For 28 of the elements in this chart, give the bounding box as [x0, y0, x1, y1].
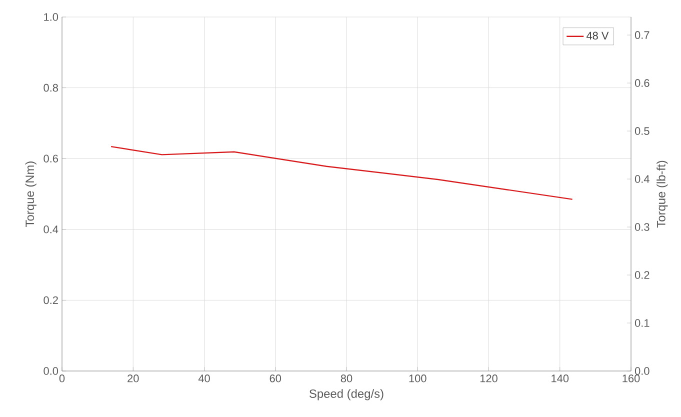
- y2-tick-label: 0.6: [634, 79, 650, 87]
- legend-label: 48 V: [586, 32, 609, 40]
- y2-tick-label: 0.5: [634, 127, 650, 135]
- y2-tick-label: 0.1: [634, 319, 650, 327]
- y-tick-label: 0.8: [44, 84, 58, 92]
- x-tick-label: 80: [340, 374, 352, 382]
- x-tick-label: 40: [198, 374, 210, 382]
- line-series: [110, 146, 573, 200]
- x-tick-label: 120: [480, 374, 498, 382]
- y-tick-label: 0.0: [44, 367, 58, 375]
- y2-tick-label: 0.4: [634, 175, 650, 183]
- y2-tick-label: 0.3: [634, 223, 650, 231]
- y2-tick-label: 0.0: [634, 367, 650, 375]
- y-tick-label: 0.2: [44, 296, 58, 304]
- x-tick-label: 0: [59, 374, 65, 382]
- x-tick-label: 60: [270, 374, 282, 382]
- y2-tick-label: 0.2: [634, 271, 650, 279]
- x-tick-label: 160: [622, 374, 640, 382]
- y-tick-label: 1.0: [44, 13, 58, 21]
- x-tick-label: 20: [128, 374, 139, 382]
- y2-tick-label: 0.7: [634, 31, 650, 39]
- x-axis-title: Speed (deg/s): [310, 389, 384, 400]
- x-tick-label: 140: [552, 374, 569, 382]
- x-tick-label: 100: [409, 374, 426, 382]
- y-axis-title: Torque (Nm): [25, 162, 36, 227]
- y-tick-label: 0.6: [44, 154, 58, 162]
- y-tick-label: 0.4: [44, 226, 58, 234]
- y2-axis-title: Torque (lb-ft): [656, 160, 668, 228]
